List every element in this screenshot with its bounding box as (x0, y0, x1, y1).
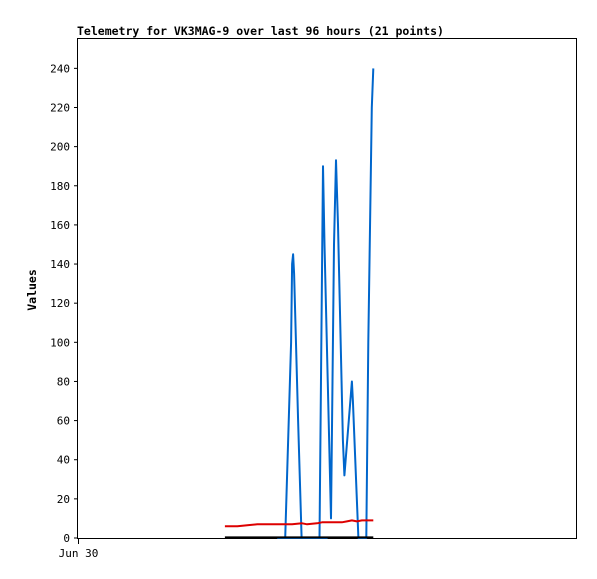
y-tick-label: 40 (57, 454, 70, 467)
y-tick-label: 20 (57, 493, 70, 506)
y-tick-label: 140 (50, 258, 70, 271)
y-tick-label: 100 (50, 336, 70, 349)
y-tick-label: 180 (50, 180, 70, 193)
y-tick-label: 120 (50, 297, 70, 310)
series-line-2 (224, 519, 374, 528)
y-tick-label: 220 (50, 101, 70, 114)
y-tick-label: 240 (50, 62, 70, 75)
plot-area (77, 38, 577, 539)
x-tick-label: Jun 30 (59, 547, 99, 560)
y-tick-label: 80 (57, 375, 70, 388)
y-axis-ticks: 0 20 40 60 80 100 120 140 160 180 200 220 240 (50, 62, 78, 545)
y-tick-label: 160 (50, 219, 70, 232)
series-lines (224, 68, 375, 539)
y-axis-label: Values (25, 269, 39, 311)
y-tick-label: 0 (63, 532, 70, 545)
chart-title: Telemetry for VK3MAG-9 over last 96 hour… (77, 24, 444, 38)
y-tick-label: 60 (57, 415, 70, 428)
x-axis-ticks: Jun 30 (59, 538, 99, 560)
y-tick-label: 200 (50, 141, 70, 154)
